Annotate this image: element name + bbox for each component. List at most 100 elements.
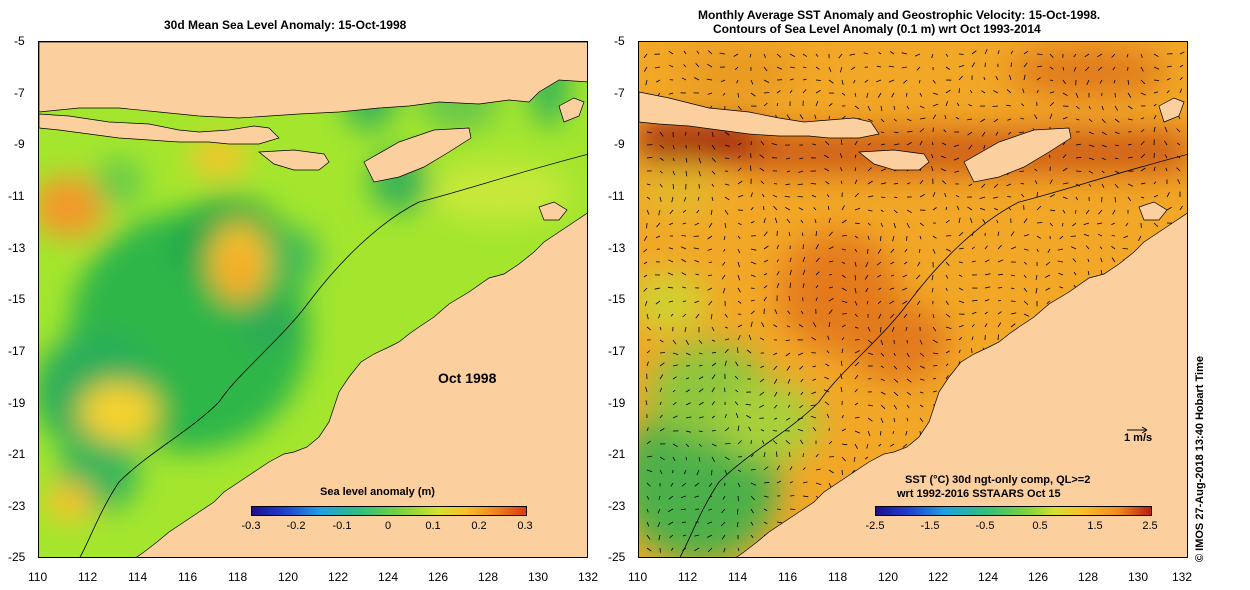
velocity-vector [1006,104,1012,107]
velocity-vector [708,508,713,511]
right-lon-tick: 118 [828,570,848,584]
velocity-vector [906,417,909,422]
velocity-vector [956,205,960,211]
velocity-vector [694,300,700,304]
velocity-vector [710,313,713,320]
velocity-vector [867,209,873,212]
velocity-vector [789,282,792,289]
velocity-vector [810,183,817,185]
velocity-vector [824,401,830,406]
velocity-vector [773,205,778,211]
velocity-vector [958,261,963,264]
velocity-vector [1049,79,1054,81]
velocity-vector [1179,76,1183,81]
velocity-vector [854,274,857,281]
velocity-vector [880,196,886,198]
velocity-vector [711,456,715,462]
velocity-vector [763,66,768,72]
left-lat-tick: -11 [8,189,25,203]
velocity-vector [1096,222,1103,225]
velocity-vector [1010,231,1015,237]
velocity-vector [815,285,819,289]
velocity-vector [880,105,883,112]
velocity-vector [785,339,791,341]
velocity-vector [693,247,700,250]
velocity-vector [812,143,817,146]
velocity-vector [773,404,778,409]
velocity-vector [932,114,937,120]
velocity-vector [828,103,833,107]
velocity-vector [750,192,753,198]
velocity-vector [1140,182,1146,185]
velocity-vector [1062,154,1067,159]
velocity-vector [763,245,769,250]
left-lat-tick: -15 [8,292,26,306]
velocity-vector [683,469,687,475]
right-lat-tick: -17 [608,344,626,358]
velocity-vector [669,222,674,226]
velocity-vector [1153,222,1159,227]
velocity-vector [997,231,1000,237]
velocity-vector [814,219,817,224]
velocity-vector [906,365,912,371]
velocity-vector [802,244,804,250]
velocity-vector [1113,79,1116,84]
velocity-vector [750,321,753,328]
velocity-vector [867,105,871,112]
velocity-vector [735,361,739,367]
velocity-vector [918,248,921,253]
velocity-vector [916,300,921,306]
velocity-vector [971,324,975,328]
right-lat-tick: -19 [608,396,626,410]
velocity-vector [698,416,704,419]
velocity-vector [737,194,744,198]
velocity-vector [979,196,986,199]
velocity-vector [802,481,808,484]
velocity-vector [1176,142,1181,146]
velocity-vector [788,296,791,302]
velocity-vector [698,170,701,177]
left-map [38,41,588,558]
velocity-vector [1111,257,1116,263]
velocity-vector [828,246,834,250]
velocity-vector [722,495,726,500]
velocity-vector [737,222,742,226]
velocity-vector [685,352,691,356]
velocity-vector [1044,274,1051,278]
velocity-vector [799,114,804,120]
velocity-vector [1046,300,1051,305]
velocity-vector [737,335,741,341]
velocity-vector [879,430,882,436]
velocity-vector [711,469,713,476]
velocity-vector [997,311,1002,315]
velocity-vector [695,63,700,68]
velocity-vector [789,53,795,57]
velocity-vector [724,222,727,229]
velocity-vector [1075,105,1080,110]
velocity-vector [789,269,792,276]
velocity-vector [763,206,765,211]
right-cbar-tick: -2.5 [865,520,885,532]
velocity-vector [958,349,961,354]
velocity-vector [919,92,923,97]
velocity-vector [983,77,986,81]
right-lon-tick: 116 [778,570,798,584]
velocity-vector [1176,167,1181,172]
velocity-vector [1140,53,1143,58]
velocity-vector [958,65,965,68]
velocity-vector [646,350,651,354]
velocity-vector [932,103,939,107]
velocity-vector [658,534,661,541]
velocity-vector [763,53,766,58]
velocity-vector [682,313,687,318]
velocity-vector [841,115,846,120]
velocity-vector [892,430,895,435]
velocity-vector [1084,66,1090,72]
velocity-vector [945,287,948,291]
velocity-vector [672,401,677,406]
velocity-vector [841,300,848,303]
velocity-vector [997,287,1003,289]
velocity-vector [1049,209,1056,212]
velocity-vector [1075,143,1081,146]
velocity-vector [724,313,728,318]
